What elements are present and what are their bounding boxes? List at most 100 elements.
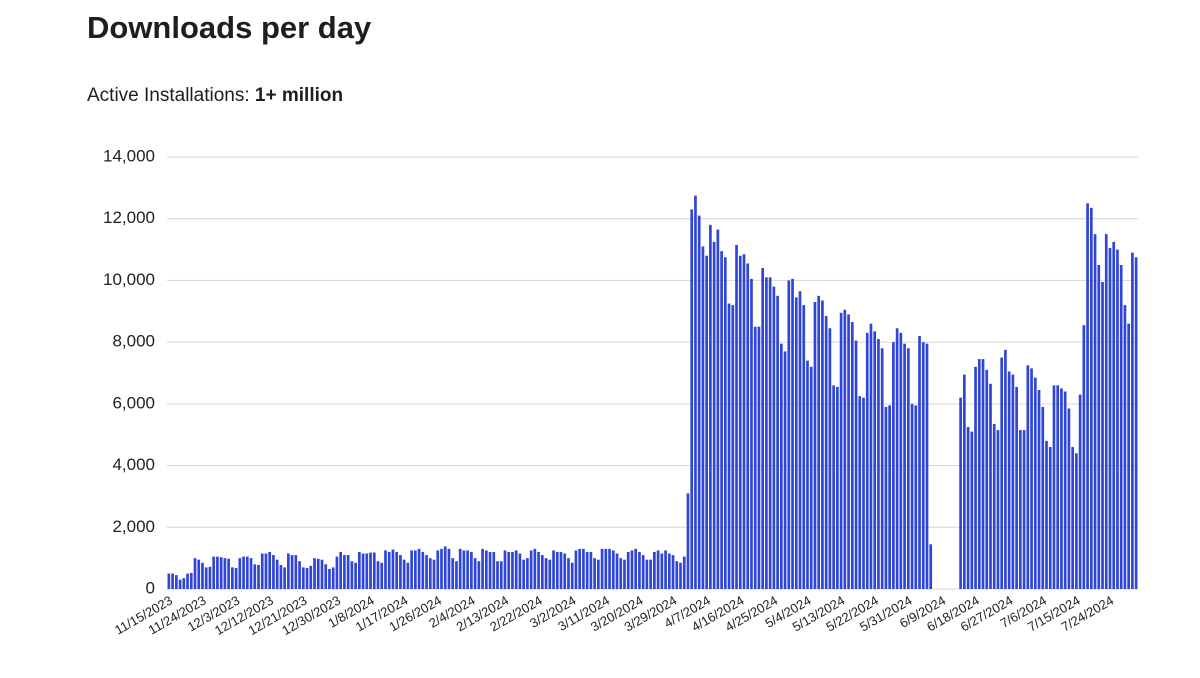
y-tick-label: 4,000 [112, 455, 155, 474]
bar [1000, 357, 1004, 589]
bar [686, 493, 690, 589]
bar [443, 546, 447, 589]
bar [365, 553, 369, 589]
bar [869, 323, 873, 589]
bar [212, 556, 216, 589]
bar [600, 548, 604, 589]
bar [989, 383, 992, 589]
bar [182, 578, 186, 589]
bar [884, 406, 888, 589]
bar [817, 295, 821, 589]
bar [1004, 349, 1007, 589]
bar [832, 385, 835, 589]
bar [981, 359, 985, 589]
bar [705, 255, 708, 589]
bar [701, 246, 705, 589]
bar [656, 550, 660, 589]
bar [174, 575, 178, 589]
bar [667, 553, 671, 589]
bar [716, 229, 720, 589]
bar [977, 359, 981, 589]
bar [783, 351, 787, 589]
bar [518, 553, 522, 589]
bar [346, 555, 350, 589]
bar [201, 562, 204, 589]
bar [779, 343, 783, 589]
bar [914, 405, 918, 589]
bar [690, 209, 694, 589]
bar [526, 558, 529, 589]
bar [343, 555, 346, 589]
bar [892, 342, 895, 589]
bar [402, 559, 406, 589]
bar [477, 561, 481, 589]
bar [357, 551, 361, 589]
bar [425, 555, 428, 589]
bar [268, 551, 272, 589]
bar [552, 550, 555, 589]
bar [428, 558, 432, 589]
bar [791, 278, 794, 589]
bar [570, 562, 574, 589]
bar [1063, 391, 1067, 589]
bar [626, 551, 630, 589]
chart-title: Downloads per day [87, 10, 372, 45]
bar [768, 277, 772, 589]
bar [309, 565, 313, 589]
bar [1011, 374, 1015, 589]
bar [204, 567, 208, 589]
bar [391, 549, 395, 589]
bar [1056, 385, 1060, 589]
bar [260, 553, 264, 589]
bar [503, 550, 507, 589]
y-tick-label: 8,000 [112, 332, 155, 351]
bar [888, 405, 891, 589]
bar [499, 561, 503, 589]
subtitle-value: 1+ million [255, 85, 343, 106]
bar [1071, 447, 1074, 589]
bar [992, 423, 996, 589]
bar [578, 548, 582, 589]
bar [1045, 440, 1048, 589]
bar [193, 558, 197, 589]
bar [671, 555, 675, 589]
bar [660, 553, 664, 589]
bar [638, 551, 641, 589]
bar [918, 335, 921, 589]
bar [649, 559, 652, 589]
bar [1026, 365, 1030, 589]
bar [376, 561, 380, 589]
bar [223, 558, 227, 589]
bar [242, 556, 245, 589]
bar [813, 302, 817, 589]
bar [275, 559, 279, 589]
bar [458, 548, 462, 589]
bar [880, 348, 884, 589]
bar [836, 386, 839, 589]
bar [850, 322, 854, 589]
bar [324, 564, 328, 589]
bar [1048, 447, 1052, 589]
bar [903, 343, 906, 589]
bar [488, 551, 492, 589]
bar [257, 564, 260, 589]
bar [1116, 249, 1119, 590]
bar [727, 303, 731, 589]
bar [574, 550, 578, 589]
bar [1060, 388, 1063, 589]
y-tick-label: 2,000 [112, 517, 155, 536]
bar [1052, 385, 1056, 589]
bar [1086, 203, 1089, 590]
bar [298, 561, 301, 589]
bar [623, 559, 626, 589]
bar [567, 558, 570, 589]
bar [216, 556, 219, 589]
bar [858, 396, 862, 589]
bar [873, 331, 877, 589]
bar [809, 366, 813, 589]
bar [906, 348, 910, 589]
bar [996, 430, 1000, 589]
subtitle: Active Installations: 1+ million [87, 85, 343, 106]
bar [470, 551, 473, 589]
bar [735, 244, 738, 589]
